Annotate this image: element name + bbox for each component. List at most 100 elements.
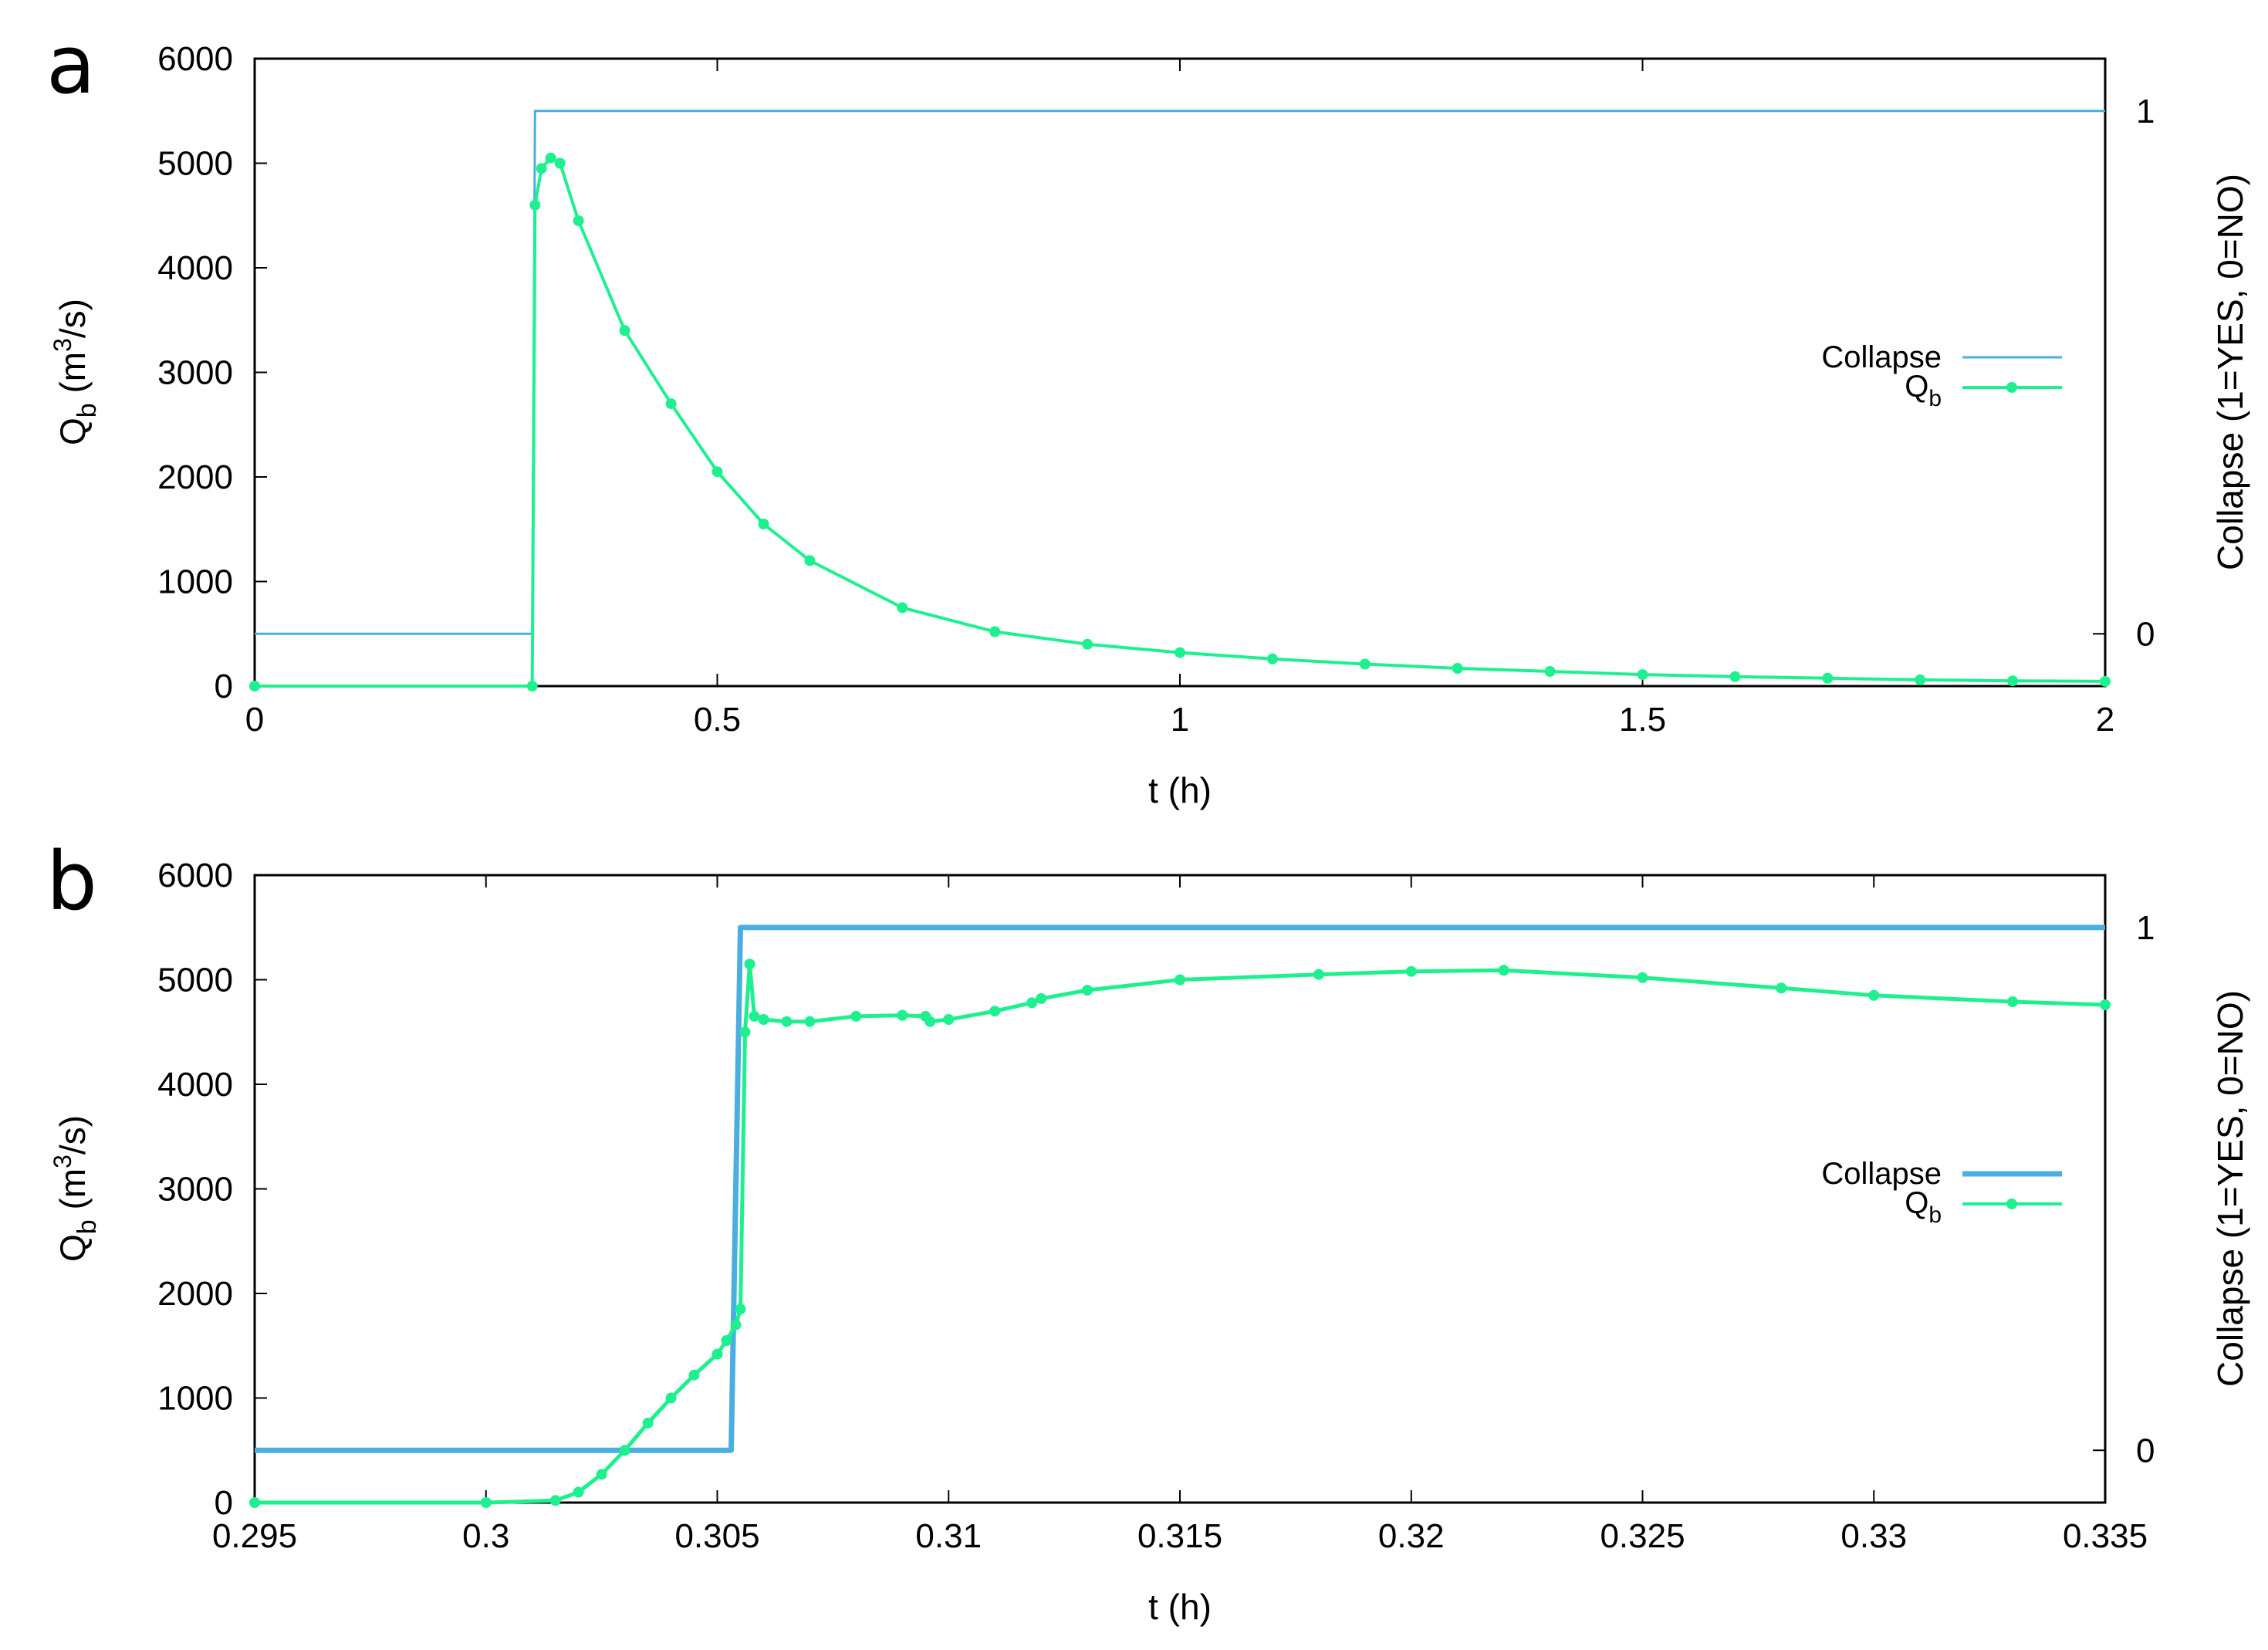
legend: Collapse Qb <box>1821 1157 2062 1228</box>
qb-data-point <box>573 1486 584 1498</box>
qb-data-point <box>1175 647 1185 658</box>
y-tick-label: 3000 <box>157 1171 233 1209</box>
qb-data-point <box>2100 675 2111 687</box>
qb-data-point <box>804 555 816 566</box>
qb-data-point <box>749 1010 760 1022</box>
legend: Collapse Qb <box>1821 340 2062 411</box>
qb-data-point <box>665 1392 677 1404</box>
y-tick-label: 5000 <box>157 145 233 183</box>
qb-data-point <box>989 626 1001 637</box>
qb-data-point <box>536 163 547 174</box>
legend-marker-qb <box>2006 382 2017 393</box>
qb-data-point <box>804 1016 816 1027</box>
qb-data-point <box>619 1445 630 1456</box>
qb-data-point <box>721 1335 732 1346</box>
y-tick-label: 0 <box>215 668 233 705</box>
y2-ticks: 01 <box>2093 93 2155 653</box>
qb-data-point <box>2007 675 2019 687</box>
x-tick-label: 2 <box>2096 701 2114 739</box>
legend-label-collapse: Collapse <box>1821 1157 1942 1191</box>
y-tick-label: 2000 <box>157 458 233 496</box>
qb-data-point <box>1452 663 1463 674</box>
panel-b-letter: b <box>46 834 97 928</box>
y-tick-label: 5000 <box>157 962 233 999</box>
x-tick-label: 0.33 <box>1840 1517 1907 1555</box>
y2-ticks: 01 <box>2093 909 2155 1469</box>
x-tick-label: 1.5 <box>1619 701 1666 739</box>
x-axis-label: t (h) <box>1148 1587 1212 1627</box>
panel-a-letter: a <box>46 18 96 112</box>
y-tick-label: 3000 <box>157 354 233 392</box>
qb-data-point <box>596 1469 607 1480</box>
qb-data-point <box>1637 669 1648 681</box>
x-tick-label: 0.335 <box>2063 1517 2148 1555</box>
y-tick-label: 0 <box>215 1484 233 1522</box>
qb-data-point <box>529 199 541 211</box>
x-tick-label: 0.5 <box>694 701 741 739</box>
qb-data-point <box>897 602 908 614</box>
qb-data-point <box>249 1497 260 1508</box>
y-tick-label: 1000 <box>157 1380 233 1418</box>
qb-data-point <box>758 1014 769 1025</box>
qb-data-point <box>1868 989 1880 1001</box>
qb-data-point <box>1405 965 1417 977</box>
qb-data-point <box>1776 982 1787 994</box>
y2-tick-label: 1 <box>2136 93 2155 130</box>
qb-data-point <box>573 215 584 226</box>
collapse-series-line <box>255 925 2105 1453</box>
qb-data-point <box>545 152 556 164</box>
qb-data-point <box>1266 653 1278 664</box>
qb-data-point <box>554 157 566 169</box>
qb-data-point <box>711 1348 723 1360</box>
x-tick-label: 1 <box>1171 701 1189 739</box>
qb-data-point <box>1498 965 1509 976</box>
qb-data-point <box>739 1026 751 1038</box>
series-lines <box>249 110 2111 691</box>
qb-data-point <box>1822 672 1834 684</box>
y-axis-label: Qb (m3/s) <box>49 1115 102 1262</box>
qb-data-point <box>1729 671 1741 682</box>
y2-axis-label: Collapse (1=YES, 0=NO) <box>2210 990 2250 1387</box>
x-tick-label: 0 <box>245 701 264 739</box>
y-tick-label: 6000 <box>157 40 233 78</box>
qb-data-point <box>1915 674 1926 685</box>
qb-data-point <box>1359 658 1371 670</box>
x-tick-label: 0.325 <box>1600 1517 1685 1555</box>
qb-series-line <box>255 962 2106 1505</box>
qb-data-point <box>1637 972 1648 983</box>
qb-data-point <box>1313 969 1324 980</box>
qb-data-point <box>2007 996 2019 1007</box>
y-axis-label: Qb (m3/s) <box>49 299 102 445</box>
y2-tick-label: 1 <box>2136 909 2155 947</box>
qb-data-point <box>549 1495 561 1506</box>
x-ticks: 0 0.5 1 1.5 2 <box>245 59 2114 739</box>
x-tick-label: 0.305 <box>674 1517 759 1555</box>
y-tick-label: 4000 <box>157 1066 233 1104</box>
qb-data-point <box>619 325 630 336</box>
y-tick-label: 4000 <box>157 249 233 287</box>
x-tick-label: 0.3 <box>462 1517 509 1555</box>
qb-data-point <box>665 398 677 410</box>
qb-data-point <box>688 1369 700 1381</box>
qb-data-point <box>758 519 769 529</box>
qb-data-point <box>1036 992 1047 1004</box>
qb-data-point <box>735 1303 746 1315</box>
legend-label-qb: Qb <box>1905 370 1942 411</box>
legend-label-collapse: Collapse <box>1821 340 1942 374</box>
y-tick-label: 6000 <box>157 857 233 894</box>
qb-data-point <box>943 1014 955 1025</box>
qb-data-point <box>924 1016 936 1027</box>
qb-data-point <box>744 959 755 970</box>
qb-data-point <box>1082 638 1093 650</box>
x-tick-label: 0.32 <box>1378 1517 1445 1555</box>
y-tick-label: 1000 <box>157 563 233 601</box>
y2-tick-label: 0 <box>2136 615 2155 653</box>
qb-data-point <box>730 1319 742 1330</box>
x-axis-label: t (h) <box>1148 770 1212 810</box>
qb-data-point <box>480 1497 492 1508</box>
qb-data-point <box>1175 974 1185 986</box>
qb-data-point <box>1026 997 1038 1009</box>
qb-series-line <box>255 156 2106 688</box>
